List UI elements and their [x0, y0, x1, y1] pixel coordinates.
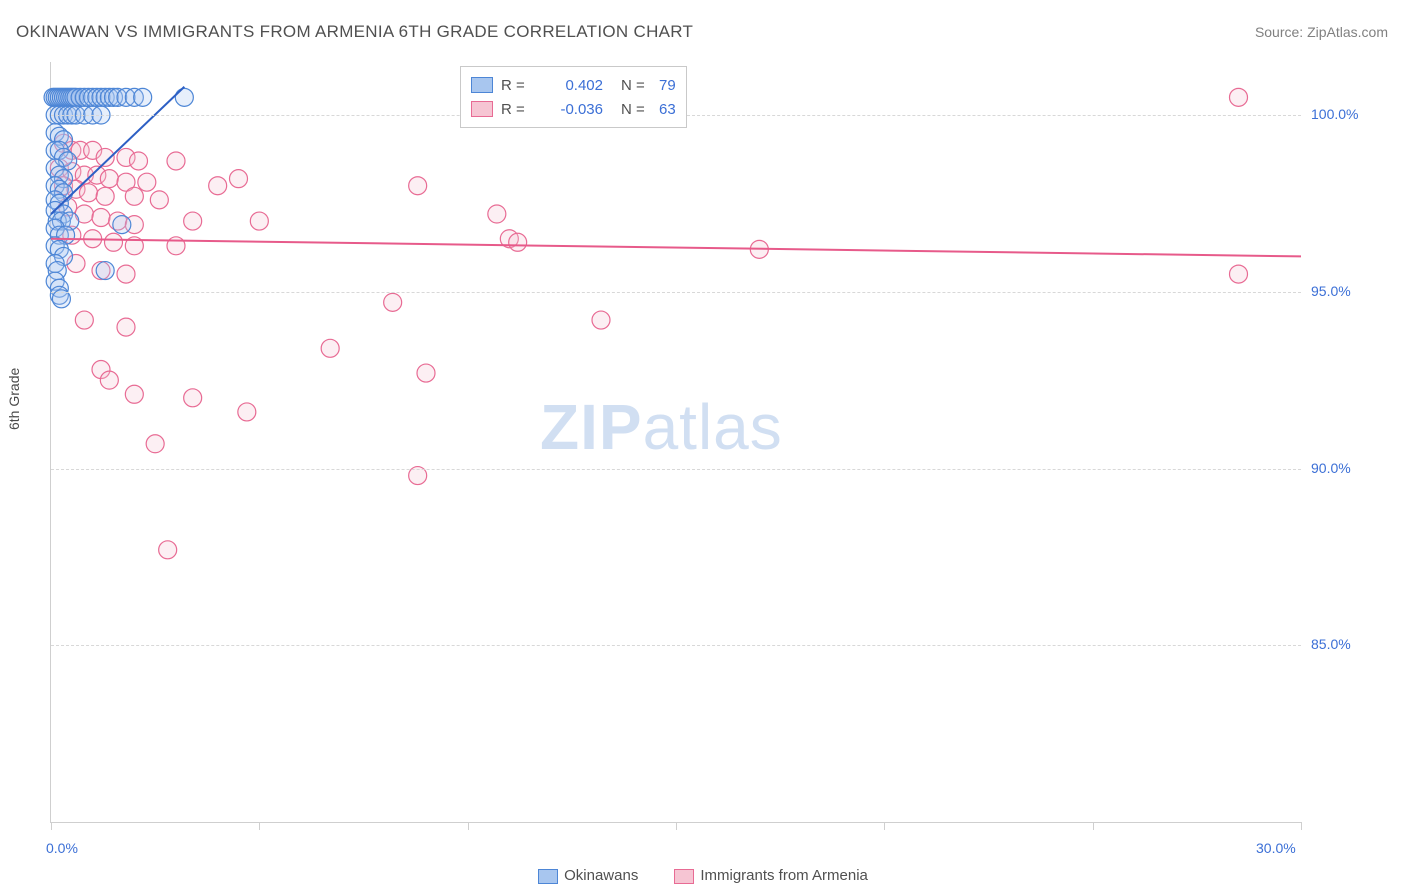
legend-swatch — [471, 77, 493, 93]
legend-swatch — [471, 101, 493, 117]
legend-n-value: 63 — [659, 101, 676, 118]
x-tick-label: 0.0% — [46, 840, 78, 856]
x-tick-label: 30.0% — [1256, 840, 1296, 856]
legend-item: Okinawans — [538, 867, 638, 884]
gridline — [51, 645, 1301, 646]
x-tick-mark — [1301, 822, 1302, 830]
x-tick-mark — [51, 822, 52, 830]
y-tick-label: 100.0% — [1311, 106, 1391, 122]
legend-n-value: 79 — [659, 77, 676, 94]
scatter-svg — [51, 62, 1301, 822]
y-axis-label: 6th Grade — [6, 368, 22, 430]
y-tick-label: 85.0% — [1311, 636, 1391, 652]
legend-label: Immigrants from Armenia — [700, 867, 868, 884]
legend-r-label: R = — [501, 101, 535, 118]
y-tick-label: 95.0% — [1311, 283, 1391, 299]
correlation-legend: R = 0.402 N = 79 R = -0.036 N = 63 — [460, 66, 687, 128]
legend-r-value: 0.402 — [543, 77, 603, 94]
chart-title: OKINAWAN VS IMMIGRANTS FROM ARMENIA 6TH … — [16, 22, 693, 42]
legend-r-label: R = — [501, 77, 535, 94]
x-tick-mark — [259, 822, 260, 830]
legend-row: R = -0.036 N = 63 — [471, 97, 676, 121]
x-tick-mark — [676, 822, 677, 830]
legend-label: Okinawans — [564, 867, 638, 884]
source-label: Source: — [1255, 24, 1307, 40]
x-tick-mark — [468, 822, 469, 830]
source-link[interactable]: ZipAtlas.com — [1307, 24, 1388, 40]
series-legend: Okinawans Immigrants from Armenia — [0, 867, 1406, 884]
y-tick-label: 90.0% — [1311, 460, 1391, 476]
gridline — [51, 469, 1301, 470]
source-attribution: Source: ZipAtlas.com — [1255, 24, 1388, 40]
legend-r-value: -0.036 — [543, 101, 603, 118]
x-tick-mark — [1093, 822, 1094, 830]
legend-n-label: N = — [621, 77, 651, 94]
legend-n-label: N = — [621, 101, 651, 118]
gridline — [51, 292, 1301, 293]
legend-swatch — [674, 869, 694, 884]
plot-area: 85.0%90.0%95.0%100.0% — [50, 62, 1301, 823]
legend-item: Immigrants from Armenia — [674, 867, 868, 884]
legend-row: R = 0.402 N = 79 — [471, 73, 676, 97]
x-tick-mark — [884, 822, 885, 830]
legend-swatch — [538, 869, 558, 884]
